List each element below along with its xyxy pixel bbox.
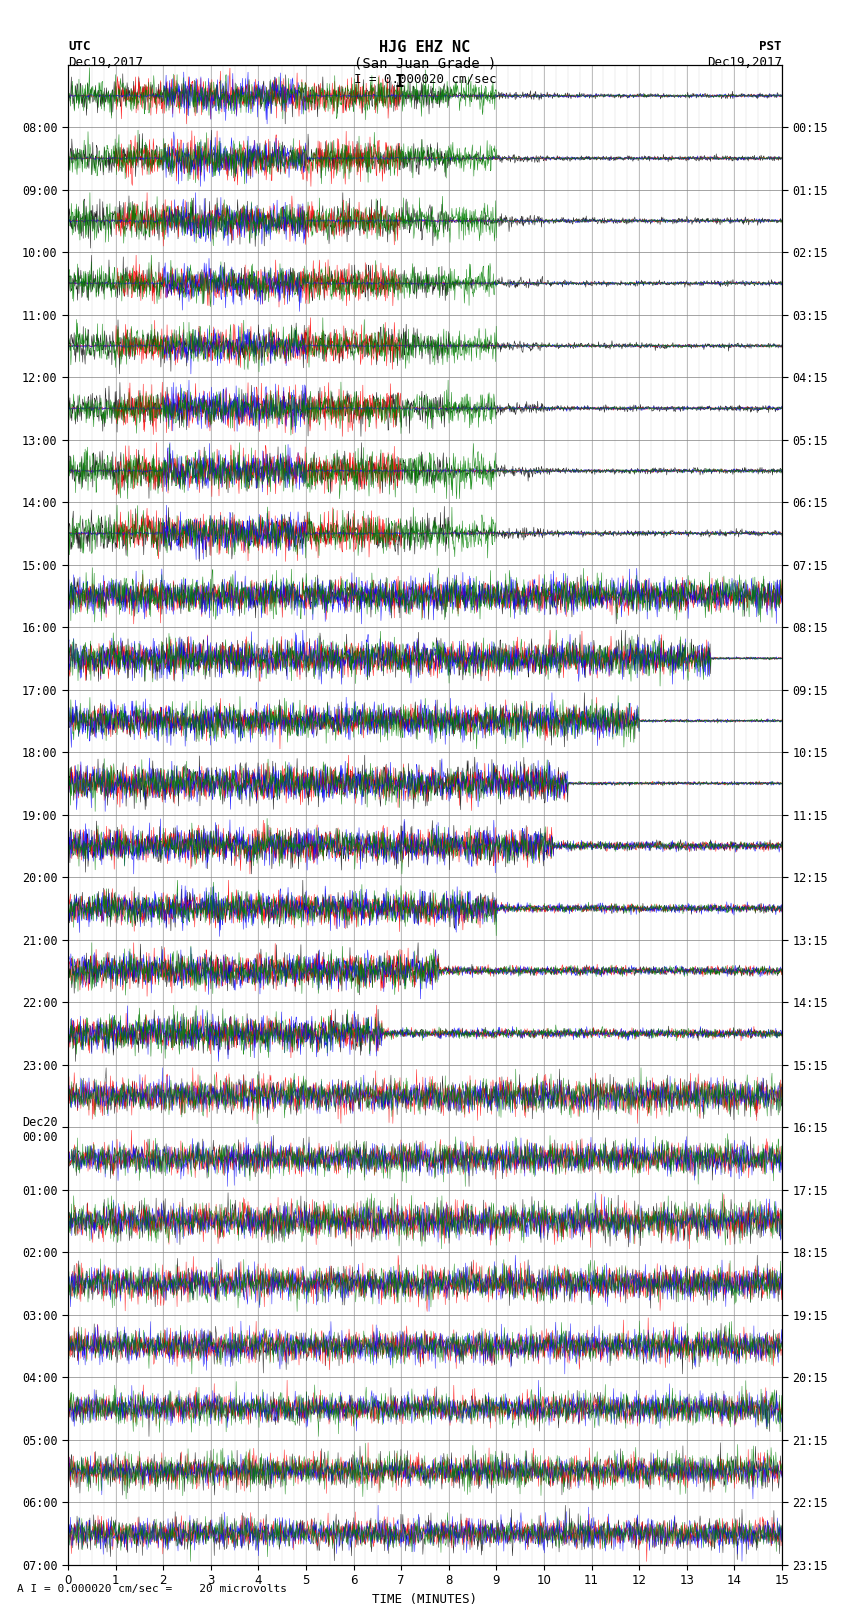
Text: UTC: UTC xyxy=(68,40,90,53)
Text: Dec19,2017: Dec19,2017 xyxy=(68,56,143,69)
Text: Dec19,2017: Dec19,2017 xyxy=(707,56,782,69)
Text: I: I xyxy=(394,73,405,90)
Text: HJG EHZ NC: HJG EHZ NC xyxy=(379,40,471,55)
Text: I = 0.000020 cm/sec: I = 0.000020 cm/sec xyxy=(354,73,496,85)
Text: (San Juan Grade ): (San Juan Grade ) xyxy=(354,56,496,71)
X-axis label: TIME (MINUTES): TIME (MINUTES) xyxy=(372,1594,478,1607)
Text: A I = 0.000020 cm/sec =    20 microvolts: A I = 0.000020 cm/sec = 20 microvolts xyxy=(17,1584,287,1594)
Text: PST: PST xyxy=(760,40,782,53)
